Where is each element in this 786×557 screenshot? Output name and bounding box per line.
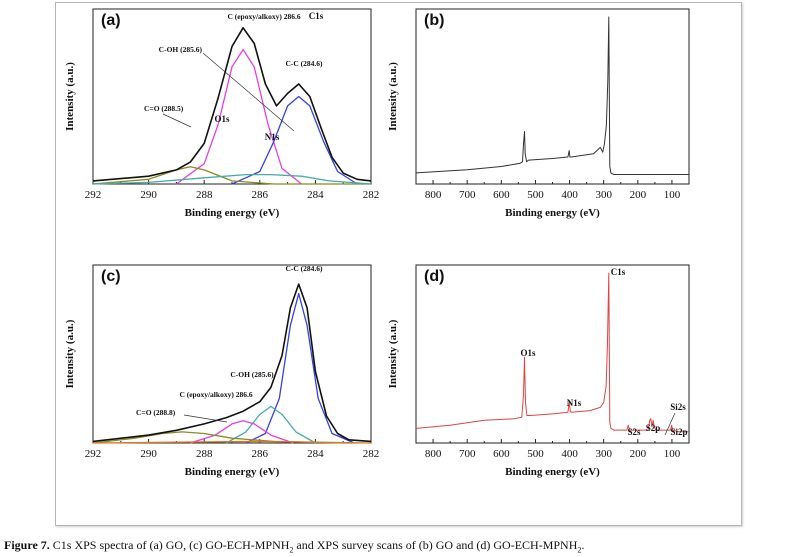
x-tick-label: 100 bbox=[664, 189, 681, 201]
x-tick-label: 100 bbox=[664, 448, 681, 460]
x-tick-label: 282 bbox=[363, 448, 380, 460]
peak-annotation: C-OH (285.6) bbox=[230, 370, 274, 379]
panel-label: (c) bbox=[101, 268, 121, 285]
x-tick-label: 286 bbox=[252, 189, 269, 201]
peak-annotation: C=O (288.5) bbox=[144, 104, 184, 113]
x-tick-label: 500 bbox=[527, 448, 544, 460]
x-tick-label: 284 bbox=[307, 448, 324, 460]
annotation-leader-line bbox=[183, 414, 228, 423]
x-axis-title: Binding energy (eV) bbox=[185, 207, 280, 219]
caption-text-2: and XPS survey scans of (b) GO and (d) G… bbox=[293, 538, 578, 552]
caption-subscript-1: 2 bbox=[289, 545, 294, 555]
peak-annotation: O1s bbox=[214, 114, 230, 124]
panel-label: (a) bbox=[101, 12, 121, 29]
chart-panel-3: 800 700 600 500 400 300 200 100 Binding energy (… bbox=[387, 264, 690, 478]
y-axis-title: Intensity (a.u.) bbox=[64, 319, 76, 388]
series-line-envelope bbox=[92, 283, 372, 443]
series-line-survey bbox=[415, 16, 689, 175]
series-line-component bbox=[92, 173, 372, 185]
x-tick-label: 290 bbox=[140, 189, 157, 201]
x-axis-title: Binding energy (eV) bbox=[505, 207, 600, 219]
series-line-baseline bbox=[92, 440, 372, 444]
peak-annotation: N1s bbox=[567, 398, 582, 408]
chart-panel-0: 292 290 288 286 284 282 Binding energy (eV) Int… bbox=[64, 8, 380, 219]
caption-label: Figure 7. bbox=[4, 538, 50, 552]
figure-svg: 292 290 288 286 284 282 Binding energy (eV) Int… bbox=[64, 8, 690, 478]
figure-frame: 292 290 288 286 284 282 Binding energy (eV) Int… bbox=[55, 2, 742, 526]
peak-annotation: S2s bbox=[627, 427, 641, 437]
x-tick-label: 200 bbox=[630, 189, 647, 201]
chart-panel-1: 800 700 600 500 400 300 200 100 Binding energy (… bbox=[214, 8, 690, 219]
x-tick-label: 400 bbox=[561, 448, 578, 460]
annotation-leader-line bbox=[162, 113, 192, 128]
peak-annotation: Si2p bbox=[670, 427, 687, 437]
annotation-leader-line bbox=[664, 412, 676, 436]
peak-annotation: C (epoxy/alkoxy) 286.6 bbox=[227, 12, 300, 21]
x-tick-label: 290 bbox=[140, 448, 157, 460]
x-tick-label: 600 bbox=[493, 189, 510, 201]
series-line-component bbox=[245, 292, 355, 444]
x-tick-label: 284 bbox=[307, 189, 324, 201]
peak-annotation: S2p bbox=[646, 423, 661, 433]
y-axis-title: Intensity (a.u.) bbox=[387, 319, 399, 388]
series-line-component bbox=[92, 166, 371, 185]
x-tick-label: 282 bbox=[363, 189, 380, 201]
peak-annotation: C-C (284.6) bbox=[285, 59, 323, 68]
y-axis-title: Intensity (a.u.) bbox=[64, 62, 76, 131]
x-axis-title: Binding energy (eV) bbox=[185, 466, 280, 478]
panel-label: (d) bbox=[424, 268, 444, 285]
x-tick-label: 600 bbox=[493, 448, 510, 460]
peak-annotation: Si2s bbox=[670, 402, 686, 412]
peak-annotation: C=O (288.8) bbox=[136, 408, 176, 417]
x-tick-label: 288 bbox=[196, 448, 213, 460]
series-line-survey bbox=[415, 272, 689, 433]
series-line-component bbox=[226, 405, 316, 444]
series-line-component bbox=[176, 48, 302, 185]
x-tick-label: 286 bbox=[252, 448, 269, 460]
x-tick-label: 288 bbox=[196, 189, 213, 201]
x-tick-label: 200 bbox=[630, 448, 647, 460]
annotation-leader-line bbox=[202, 52, 295, 132]
x-tick-label: 700 bbox=[459, 448, 476, 460]
peak-annotation: O1s bbox=[520, 348, 536, 358]
panel-label: (b) bbox=[424, 12, 444, 29]
series-line-component bbox=[231, 95, 358, 185]
x-axis-title: Binding energy (eV) bbox=[505, 466, 600, 478]
plot-area-frame bbox=[415, 8, 690, 185]
caption-end: . bbox=[581, 538, 585, 552]
x-tick-label: 800 bbox=[425, 448, 442, 460]
x-tick-label: 700 bbox=[459, 189, 476, 201]
peak-annotation: C1s bbox=[309, 11, 324, 21]
peak-annotation: N1s bbox=[265, 132, 280, 142]
y-axis-title: Intensity (a.u.) bbox=[387, 62, 399, 131]
peak-annotation: C-C (284.6) bbox=[285, 264, 323, 273]
x-tick-label: 300 bbox=[595, 189, 612, 201]
plot-area-frame bbox=[92, 8, 372, 185]
x-tick-label: 500 bbox=[527, 189, 544, 201]
peak-annotation: C-OH (285.6) bbox=[159, 45, 203, 54]
series-line-envelope bbox=[92, 26, 372, 182]
x-tick-label: 292 bbox=[85, 189, 102, 201]
x-tick-label: 292 bbox=[85, 448, 102, 460]
caption-text: C1s XPS spectra of (a) GO, (c) GO-ECH-MP… bbox=[49, 538, 290, 552]
x-tick-label: 800 bbox=[425, 189, 442, 201]
chart-panel-2: 292 290 288 286 284 282 Binding energy (eV) Int… bbox=[64, 264, 379, 478]
figure-caption: Figure 7. C1s XPS spectra of (a) GO, (c)… bbox=[4, 538, 784, 554]
peak-annotation: C (epoxy/alkoxy) 286.6 bbox=[179, 390, 252, 399]
plot-area-frame bbox=[415, 264, 690, 444]
x-tick-label: 300 bbox=[595, 448, 612, 460]
caption-subscript-2: 2 bbox=[577, 545, 582, 555]
peak-annotation: C1s bbox=[611, 267, 626, 277]
x-tick-label: 400 bbox=[561, 189, 578, 201]
